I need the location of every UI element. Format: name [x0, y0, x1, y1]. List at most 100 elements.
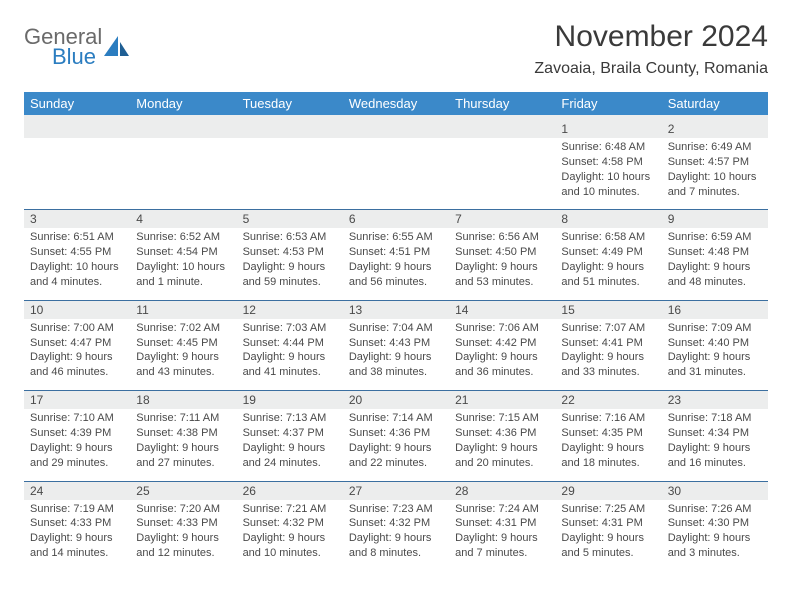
sunset-text: Sunset: 4:38 PM: [136, 426, 230, 441]
daylight-text: Daylight: 9 hours and 36 minutes.: [455, 350, 549, 380]
day-number-cell: 21: [449, 391, 555, 409]
sunrise-text: Sunrise: 7:14 AM: [349, 411, 443, 426]
daylight-text: Daylight: 9 hours and 8 minutes.: [349, 531, 443, 561]
daylight-text: Daylight: 9 hours and 56 minutes.: [349, 260, 443, 290]
day-number-cell: [130, 120, 236, 138]
daylight-text: Daylight: 9 hours and 3 minutes.: [668, 531, 762, 561]
logo: General Blue: [24, 26, 130, 68]
day-details-cell: [237, 138, 343, 210]
sunrise-text: Sunrise: 7:04 AM: [349, 321, 443, 336]
day-details-cell: Sunrise: 6:59 AMSunset: 4:48 PMDaylight:…: [662, 228, 768, 300]
sunrise-text: Sunrise: 6:49 AM: [668, 140, 762, 155]
day-number-cell: 14: [449, 301, 555, 319]
day-details-cell: Sunrise: 7:18 AMSunset: 4:34 PMDaylight:…: [662, 409, 768, 481]
sunset-text: Sunset: 4:36 PM: [455, 426, 549, 441]
daylight-text: Daylight: 9 hours and 16 minutes.: [668, 441, 762, 471]
location: Zavoaia, Braila County, Romania: [534, 60, 768, 78]
sunset-text: Sunset: 4:31 PM: [455, 516, 549, 531]
daylight-text: Daylight: 10 hours and 10 minutes.: [561, 170, 655, 200]
sunset-text: Sunset: 4:32 PM: [243, 516, 337, 531]
sunrise-text: Sunrise: 7:02 AM: [136, 321, 230, 336]
day-number-cell: 18: [130, 391, 236, 409]
day-details-cell: [130, 138, 236, 210]
daylight-text: Daylight: 9 hours and 43 minutes.: [136, 350, 230, 380]
day-number-cell: 22: [555, 391, 661, 409]
day-details-cell: [449, 138, 555, 210]
day-number-cell: 9: [662, 210, 768, 228]
day-details-cell: [343, 138, 449, 210]
daylight-text: Daylight: 9 hours and 51 minutes.: [561, 260, 655, 290]
daylight-text: Daylight: 9 hours and 27 minutes.: [136, 441, 230, 471]
day-details-cell: Sunrise: 7:06 AMSunset: 4:42 PMDaylight:…: [449, 319, 555, 391]
day-details-cell: Sunrise: 6:53 AMSunset: 4:53 PMDaylight:…: [237, 228, 343, 300]
sunset-text: Sunset: 4:55 PM: [30, 245, 124, 260]
dow-header: Sunday: [24, 92, 130, 115]
day-details-cell: Sunrise: 7:20 AMSunset: 4:33 PMDaylight:…: [130, 500, 236, 571]
daylight-text: Daylight: 9 hours and 20 minutes.: [455, 441, 549, 471]
day-details-cell: Sunrise: 7:02 AMSunset: 4:45 PMDaylight:…: [130, 319, 236, 391]
sunset-text: Sunset: 4:37 PM: [243, 426, 337, 441]
sunrise-text: Sunrise: 7:19 AM: [30, 502, 124, 517]
day-number-cell: 6: [343, 210, 449, 228]
day-details-cell: [24, 138, 130, 210]
sunrise-text: Sunrise: 7:07 AM: [561, 321, 655, 336]
sunset-text: Sunset: 4:34 PM: [668, 426, 762, 441]
day-number-cell: 24: [24, 482, 130, 500]
day-details-cell: Sunrise: 7:10 AMSunset: 4:39 PMDaylight:…: [24, 409, 130, 481]
sunrise-text: Sunrise: 6:59 AM: [668, 230, 762, 245]
sunrise-text: Sunrise: 7:25 AM: [561, 502, 655, 517]
sunset-text: Sunset: 4:51 PM: [349, 245, 443, 260]
dow-header: Thursday: [449, 92, 555, 115]
sunset-text: Sunset: 4:33 PM: [136, 516, 230, 531]
day-details-cell: Sunrise: 7:07 AMSunset: 4:41 PMDaylight:…: [555, 319, 661, 391]
sunset-text: Sunset: 4:53 PM: [243, 245, 337, 260]
daylight-text: Daylight: 9 hours and 5 minutes.: [561, 531, 655, 561]
day-details-cell: Sunrise: 7:04 AMSunset: 4:43 PMDaylight:…: [343, 319, 449, 391]
sunrise-text: Sunrise: 6:53 AM: [243, 230, 337, 245]
sunrise-text: Sunrise: 6:48 AM: [561, 140, 655, 155]
daylight-text: Daylight: 10 hours and 7 minutes.: [668, 170, 762, 200]
day-details-cell: Sunrise: 7:25 AMSunset: 4:31 PMDaylight:…: [555, 500, 661, 571]
day-details-cell: Sunrise: 7:15 AMSunset: 4:36 PMDaylight:…: [449, 409, 555, 481]
sunrise-text: Sunrise: 7:10 AM: [30, 411, 124, 426]
daylight-text: Daylight: 9 hours and 10 minutes.: [243, 531, 337, 561]
sunrise-text: Sunrise: 6:56 AM: [455, 230, 549, 245]
dow-header: Saturday: [662, 92, 768, 115]
daylight-text: Daylight: 9 hours and 29 minutes.: [30, 441, 124, 471]
daylight-text: Daylight: 9 hours and 18 minutes.: [561, 441, 655, 471]
day-details-cell: Sunrise: 7:21 AMSunset: 4:32 PMDaylight:…: [237, 500, 343, 571]
day-number-cell: 20: [343, 391, 449, 409]
day-details-cell: Sunrise: 7:14 AMSunset: 4:36 PMDaylight:…: [343, 409, 449, 481]
dow-header: Wednesday: [343, 92, 449, 115]
day-details-cell: Sunrise: 6:55 AMSunset: 4:51 PMDaylight:…: [343, 228, 449, 300]
day-number-cell: 2: [662, 120, 768, 138]
day-number-cell: 1: [555, 120, 661, 138]
sunrise-text: Sunrise: 7:06 AM: [455, 321, 549, 336]
daylight-text: Daylight: 9 hours and 12 minutes.: [136, 531, 230, 561]
sunrise-text: Sunrise: 6:52 AM: [136, 230, 230, 245]
sunrise-text: Sunrise: 7:21 AM: [243, 502, 337, 517]
sunrise-text: Sunrise: 7:09 AM: [668, 321, 762, 336]
day-number-cell: 8: [555, 210, 661, 228]
daylight-text: Daylight: 9 hours and 24 minutes.: [243, 441, 337, 471]
sunset-text: Sunset: 4:44 PM: [243, 336, 337, 351]
sunset-text: Sunset: 4:33 PM: [30, 516, 124, 531]
sunrise-text: Sunrise: 7:00 AM: [30, 321, 124, 336]
day-number-cell: 4: [130, 210, 236, 228]
day-number-cell: [237, 120, 343, 138]
day-number-cell: 27: [343, 482, 449, 500]
month-title: November 2024: [534, 20, 768, 54]
sail-icon: [104, 36, 130, 58]
day-details-cell: Sunrise: 6:52 AMSunset: 4:54 PMDaylight:…: [130, 228, 236, 300]
sunrise-text: Sunrise: 7:26 AM: [668, 502, 762, 517]
sunset-text: Sunset: 4:57 PM: [668, 155, 762, 170]
daylight-text: Daylight: 9 hours and 48 minutes.: [668, 260, 762, 290]
sunrise-text: Sunrise: 6:55 AM: [349, 230, 443, 245]
day-details-cell: Sunrise: 7:11 AMSunset: 4:38 PMDaylight:…: [130, 409, 236, 481]
sunset-text: Sunset: 4:45 PM: [136, 336, 230, 351]
daylight-text: Daylight: 9 hours and 41 minutes.: [243, 350, 337, 380]
day-number-cell: 16: [662, 301, 768, 319]
sunset-text: Sunset: 4:49 PM: [561, 245, 655, 260]
sunrise-text: Sunrise: 7:15 AM: [455, 411, 549, 426]
day-details-cell: Sunrise: 7:23 AMSunset: 4:32 PMDaylight:…: [343, 500, 449, 571]
